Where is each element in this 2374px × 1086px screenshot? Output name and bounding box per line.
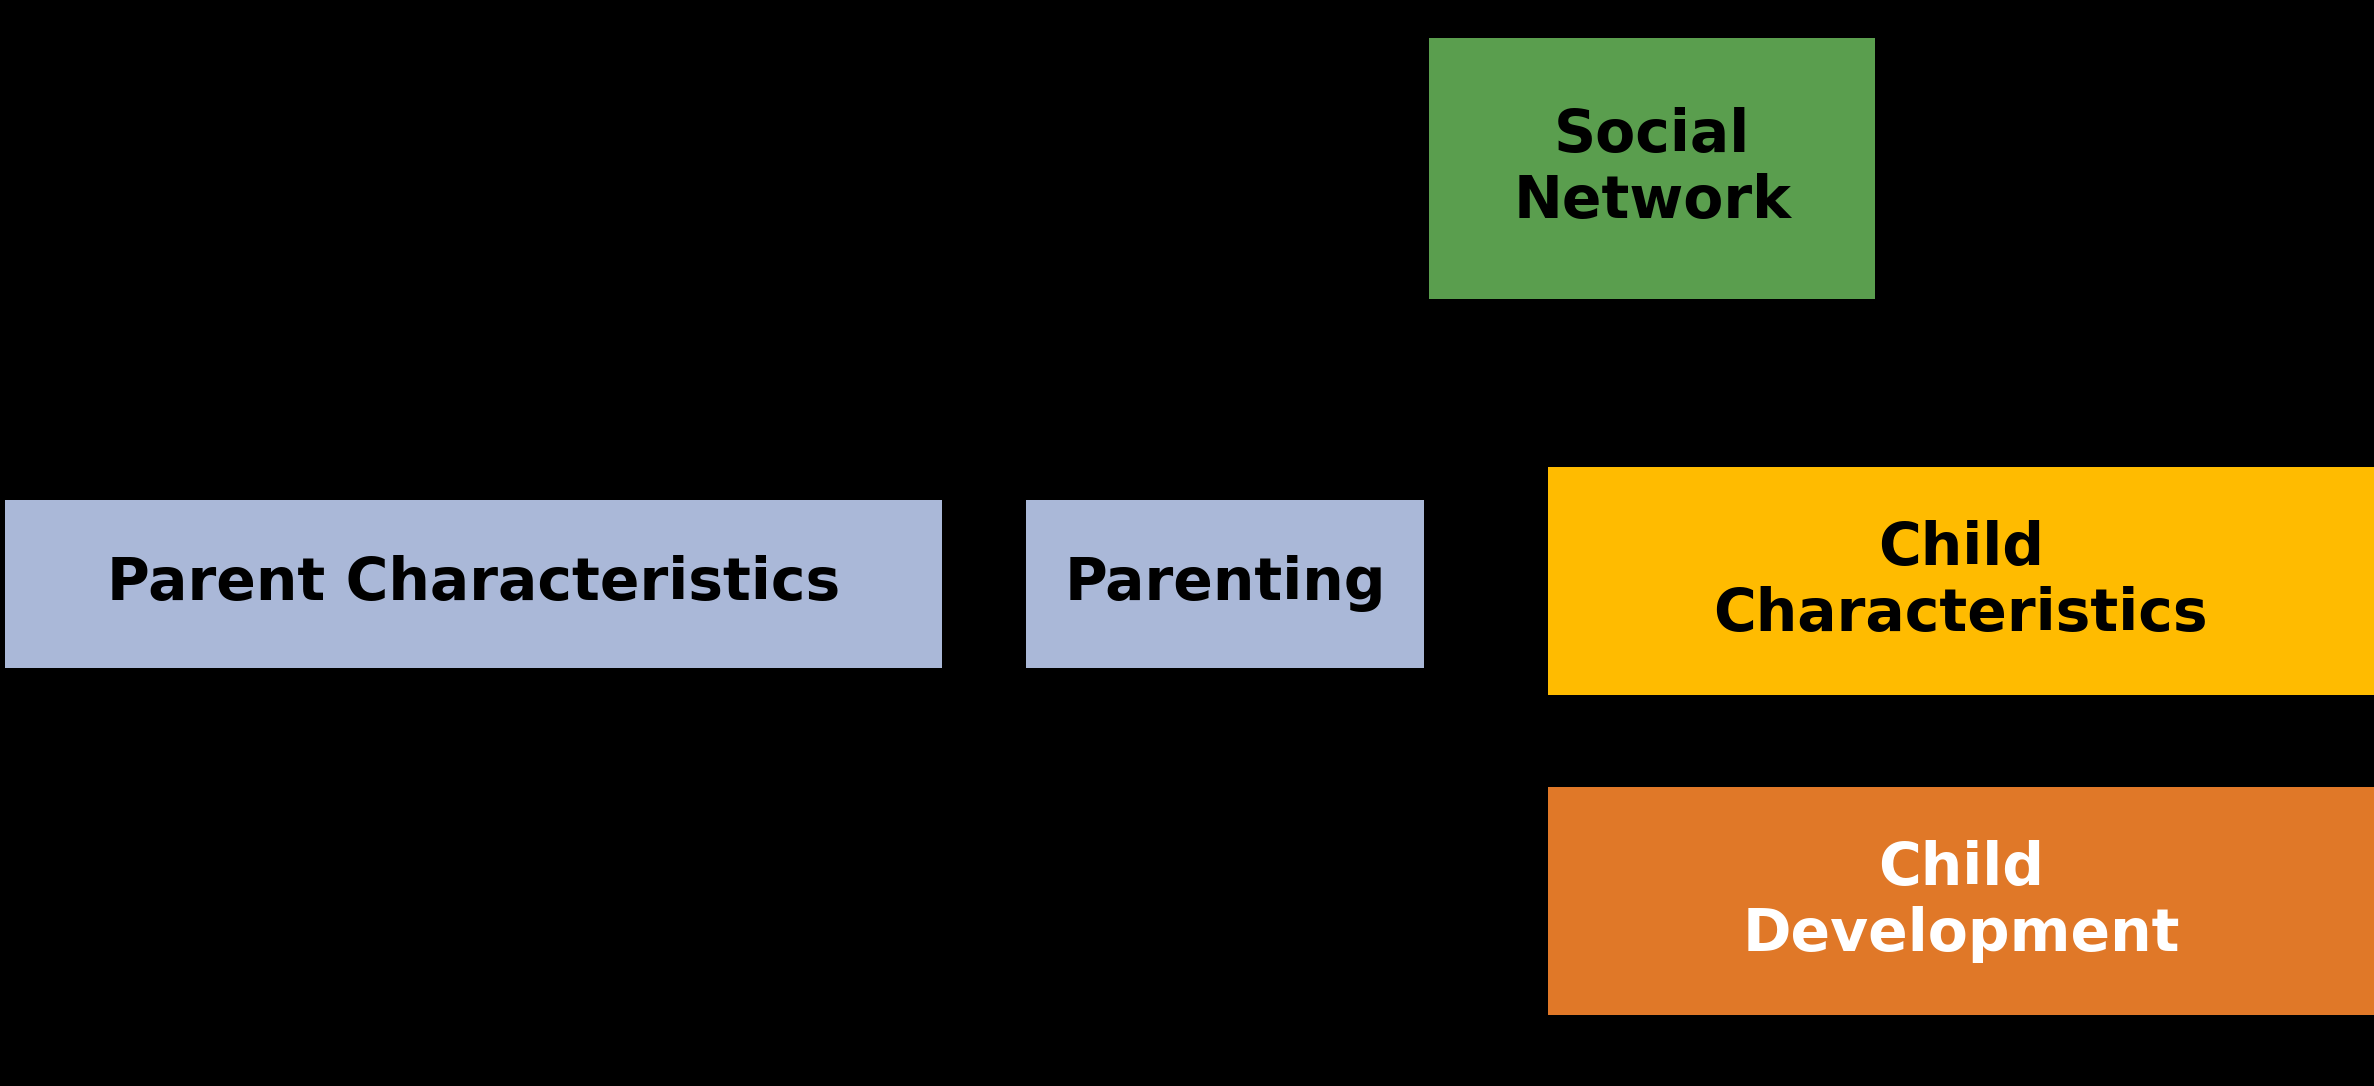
Text: Parent Characteristics: Parent Characteristics xyxy=(107,555,840,613)
Text: Child
Characteristics: Child Characteristics xyxy=(1714,519,2208,643)
Text: Child
Development: Child Development xyxy=(1743,839,2179,963)
FancyBboxPatch shape xyxy=(5,500,942,668)
FancyBboxPatch shape xyxy=(1026,500,1424,668)
FancyBboxPatch shape xyxy=(1548,787,2374,1015)
Text: Social
Network: Social Network xyxy=(1512,106,1792,230)
FancyBboxPatch shape xyxy=(1548,467,2374,695)
Text: Parenting: Parenting xyxy=(1064,555,1386,613)
FancyBboxPatch shape xyxy=(1429,38,1875,299)
